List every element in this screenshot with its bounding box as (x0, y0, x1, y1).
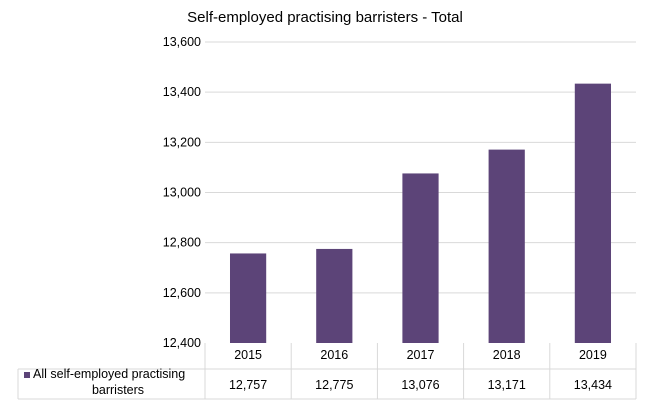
x-tick-label: 2017 (407, 348, 435, 362)
y-tick-label: 12,600 (163, 286, 201, 300)
y-tick-label: 13,400 (163, 85, 201, 99)
data-label: 12,757 (229, 378, 267, 392)
y-axis: 12,400 12,600 12,800 13,000 13,200 13,400 13,6… (163, 35, 201, 350)
chart-title: Self-employed practising barristers - To… (187, 9, 463, 26)
y-tick-label: 13,600 (163, 35, 201, 49)
bar-2019 (574, 83, 612, 343)
bar-2018 (488, 149, 525, 343)
y-tick-label: 13,000 (163, 186, 201, 200)
x-tick-label: 2016 (320, 348, 348, 362)
y-tick-label: 12,400 (163, 336, 201, 350)
data-label: 13,171 (488, 378, 526, 392)
data-label: 13,434 (574, 378, 612, 392)
x-tick-label: 2018 (493, 348, 521, 362)
legend-label: barristers (92, 383, 144, 397)
legend-key (24, 372, 30, 378)
legend-label: All self-employed practising (33, 367, 185, 381)
bar-2016 (316, 248, 353, 343)
data-table: 2015 12,757 2016 12,775 2017 13,076 2018 13,171… (17, 343, 637, 400)
data-label: 12,775 (315, 378, 353, 392)
bar-2017 (402, 173, 439, 343)
bars (229, 83, 612, 343)
data-label: 13,076 (401, 378, 439, 392)
y-tick-label: 12,800 (163, 236, 201, 250)
x-tick-label: 2015 (234, 348, 262, 362)
bar-2015 (229, 253, 267, 343)
y-tick-label: 13,200 (163, 135, 201, 149)
x-tick-label: 2019 (579, 348, 607, 362)
